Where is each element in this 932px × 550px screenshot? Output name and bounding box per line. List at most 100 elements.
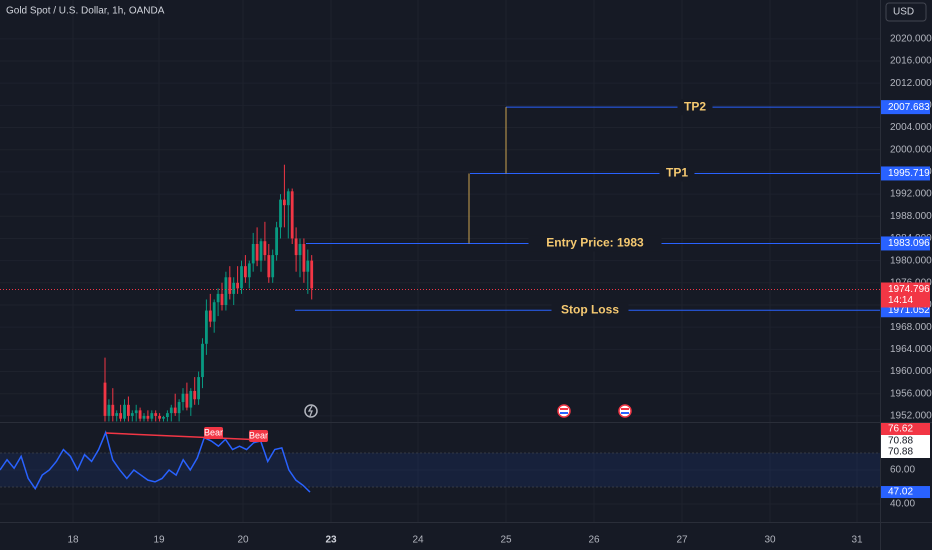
x-tick-label: 27 xyxy=(676,535,688,546)
y-tick-label: 1956.000 xyxy=(890,388,932,399)
candle-body xyxy=(185,393,189,408)
candle-body xyxy=(138,410,142,419)
divergence-label: Bear xyxy=(249,430,268,440)
candle-body xyxy=(294,238,298,256)
level-price: 1971.052 xyxy=(888,305,930,316)
candle-body xyxy=(251,243,255,264)
candle-body xyxy=(271,255,275,278)
candle-body xyxy=(189,390,193,408)
y-tick-label: 2016.000 xyxy=(890,56,932,67)
candle-body xyxy=(158,415,161,419)
y-tick-label: 1968.000 xyxy=(890,322,932,333)
divergence-tag xyxy=(249,430,268,442)
x-tick-label: 31 xyxy=(851,535,863,546)
y-tick-label: 2020.000 xyxy=(890,33,932,44)
event-icon[interactable] xyxy=(304,404,318,418)
candle-body xyxy=(111,404,115,416)
divergence-tag xyxy=(204,427,223,439)
candle-body xyxy=(283,199,286,206)
level-label: Entry Price: 1983 xyxy=(546,236,644,250)
level-price-tag xyxy=(881,236,930,251)
y-tick-label: 1964.000 xyxy=(890,344,932,355)
level-label-bg xyxy=(677,99,713,116)
candle-body xyxy=(259,241,263,261)
level-label-bg xyxy=(659,165,695,182)
x-tick-label: 30 xyxy=(764,535,776,546)
x-tick-label: 26 xyxy=(588,535,600,546)
candle-body xyxy=(275,227,278,256)
y-tick-label: 2000.000 xyxy=(890,144,932,155)
countdown: 14:14 xyxy=(888,295,913,306)
rsi-readout-tag xyxy=(881,423,930,435)
rsi-band xyxy=(0,452,880,487)
candle-body xyxy=(255,243,259,261)
candle-body xyxy=(310,260,314,289)
candle-body xyxy=(146,415,150,419)
level-price: 1995.719 xyxy=(888,168,930,179)
y-tick-label: 1952.000 xyxy=(890,411,932,422)
y-tick-label: 1960.000 xyxy=(890,366,932,377)
candle-body xyxy=(119,413,122,419)
rsi-tick-label: 60.00 xyxy=(890,465,915,476)
level-label-bg xyxy=(528,235,662,252)
candle-body xyxy=(162,417,165,419)
level-label-bg xyxy=(551,302,629,319)
candle-body xyxy=(103,382,107,416)
x-tick-label: 24 xyxy=(412,535,424,546)
candle-body xyxy=(115,413,119,416)
candle-body xyxy=(130,413,134,416)
candle-body xyxy=(212,302,216,322)
candle-body xyxy=(205,310,208,344)
currency[interactable]: USD xyxy=(893,7,914,18)
candle-body xyxy=(302,243,306,272)
currency-button[interactable] xyxy=(885,2,927,22)
candle-body xyxy=(247,263,251,278)
candle-body xyxy=(142,415,146,419)
candle-body xyxy=(228,277,232,294)
rsi-readout: 70.88 xyxy=(888,447,913,458)
candle-body xyxy=(286,191,290,206)
level-price: 2007.683 xyxy=(888,102,930,113)
event-flag[interactable] xyxy=(618,404,632,418)
x-tick-label: 20 xyxy=(237,535,249,546)
candle-body xyxy=(240,266,243,289)
candle-body xyxy=(127,404,130,416)
candle-body xyxy=(290,191,294,239)
candle-body xyxy=(220,293,224,305)
x-tick-label: 23 xyxy=(325,535,337,546)
candle-body xyxy=(279,199,282,228)
candle-body xyxy=(216,293,220,303)
candle-body xyxy=(232,282,236,294)
candle-body xyxy=(298,243,302,256)
event-flag[interactable] xyxy=(557,404,571,418)
y-tick-label: 1988.000 xyxy=(890,211,932,222)
divergence-line xyxy=(105,432,263,441)
rsi-tick-label: 40.00 xyxy=(890,499,915,510)
candle-body xyxy=(244,266,247,278)
x-tick-label: 25 xyxy=(500,535,512,546)
candle-body xyxy=(201,343,204,378)
candle-body xyxy=(134,410,138,414)
level-price-tag xyxy=(881,166,930,181)
candle-body xyxy=(123,404,126,419)
last-price-tag xyxy=(881,282,930,308)
rsi-readout-tag xyxy=(881,446,930,458)
candle-body xyxy=(193,390,197,400)
x-tick-label: 18 xyxy=(67,535,79,546)
candle-body xyxy=(154,413,158,416)
rsi-readout: 70.88 xyxy=(888,436,913,447)
divergence-label: Bear xyxy=(204,427,223,437)
last-price: 1974.796 xyxy=(888,284,930,295)
level-price-tag xyxy=(881,100,930,115)
candle-body xyxy=(224,277,228,305)
y-tick-label: 1980.000 xyxy=(890,255,932,266)
candle-body xyxy=(267,255,271,278)
y-tick-label: 1992.000 xyxy=(890,189,932,200)
level-price: 1983.096 xyxy=(888,238,930,249)
candle-body xyxy=(306,260,310,272)
rsi-readout: 76.62 xyxy=(888,424,913,435)
level-label: TP1 xyxy=(666,166,688,180)
candle-body xyxy=(169,407,173,414)
